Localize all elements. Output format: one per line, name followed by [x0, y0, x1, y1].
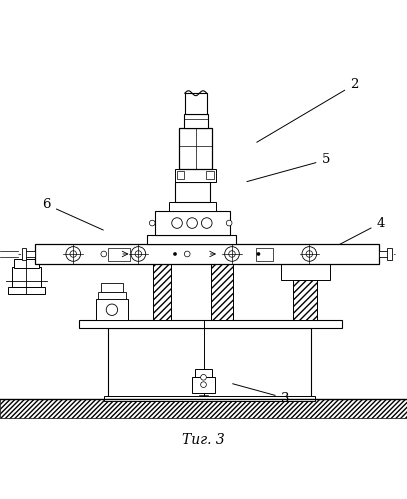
Bar [108, 248, 130, 261]
Text: 4: 4 [336, 217, 385, 246]
Text: 5: 5 [247, 154, 330, 182]
Circle shape [106, 304, 118, 315]
Bar [108, 328, 311, 399]
Bar [211, 264, 233, 320]
Circle shape [66, 247, 81, 261]
Circle shape [173, 252, 177, 255]
Circle shape [226, 220, 232, 226]
Bar [153, 264, 171, 320]
Bar [22, 248, 26, 260]
Bar [24, 250, 35, 257]
Text: 2: 2 [257, 78, 358, 142]
Circle shape [229, 250, 235, 257]
Circle shape [266, 251, 271, 257]
Bar [206, 171, 214, 180]
Bar [104, 396, 315, 401]
Bar [293, 279, 317, 320]
Circle shape [201, 382, 206, 387]
Bar [192, 377, 215, 393]
Circle shape [172, 218, 182, 229]
Bar [256, 248, 273, 261]
Circle shape [131, 247, 146, 261]
Bar [147, 235, 236, 244]
Bar [211, 264, 233, 320]
Circle shape [302, 247, 317, 261]
Text: 6: 6 [43, 198, 103, 230]
Circle shape [149, 220, 155, 226]
Bar [96, 299, 128, 320]
Circle shape [70, 250, 77, 257]
Bar [175, 182, 210, 202]
Text: Τиг. 3: Τиг. 3 [182, 433, 225, 447]
Bar [387, 248, 392, 260]
Bar [184, 114, 208, 128]
Bar [281, 264, 330, 279]
Bar [14, 259, 39, 268]
Circle shape [101, 251, 107, 257]
Bar [153, 264, 171, 320]
Text: 3: 3 [233, 384, 289, 405]
Circle shape [225, 247, 239, 261]
Bar [8, 287, 45, 294]
Circle shape [187, 218, 197, 229]
Bar [0, 399, 407, 418]
Bar [179, 128, 212, 169]
Bar [12, 266, 41, 287]
Bar [35, 244, 379, 264]
Bar [195, 369, 212, 377]
Bar [175, 169, 216, 182]
Circle shape [201, 374, 206, 380]
Bar [293, 279, 317, 320]
Circle shape [201, 218, 212, 229]
Bar [101, 283, 123, 292]
Bar [185, 93, 207, 114]
Bar [155, 211, 230, 235]
Bar [379, 250, 389, 257]
Bar [98, 292, 126, 299]
Circle shape [184, 251, 190, 257]
Circle shape [306, 250, 313, 257]
Bar [177, 171, 184, 180]
Bar [169, 202, 216, 211]
Circle shape [257, 252, 260, 255]
Circle shape [135, 250, 142, 257]
Bar [79, 320, 342, 328]
